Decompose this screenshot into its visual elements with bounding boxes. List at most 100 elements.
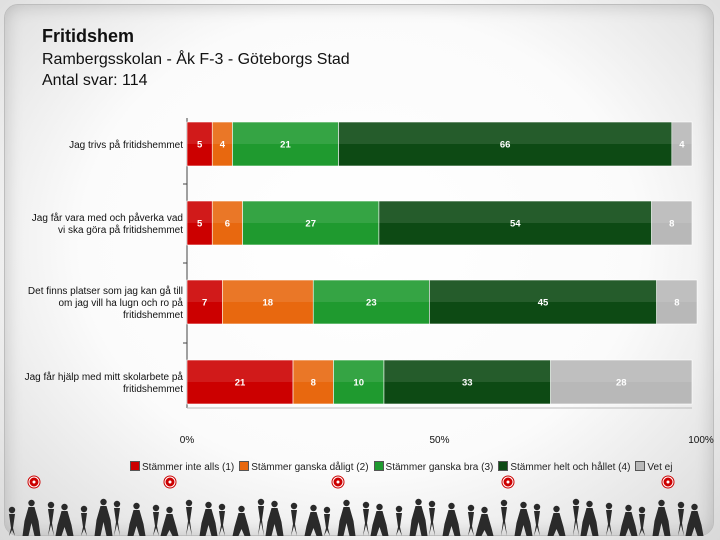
person-figure: [428, 500, 436, 536]
person-figure: [127, 502, 146, 536]
person-figure: [442, 502, 461, 536]
bar-segment-gloss: [429, 280, 657, 302]
bar-segment-rect: [550, 359, 693, 405]
person-figure: [232, 505, 251, 536]
bar-segment: 45: [429, 279, 657, 325]
legend-label: Vet ej: [647, 462, 673, 473]
person-figure: [55, 503, 74, 536]
bar-segment-gloss: [212, 122, 233, 144]
bar-segment-rect: [383, 359, 551, 405]
data-label: 7: [202, 298, 207, 309]
bar-segment: 5: [186, 121, 213, 167]
data-label: 8: [669, 219, 674, 230]
person-figure: [652, 499, 671, 536]
bar-segment-gloss: [187, 280, 223, 302]
data-label: 33: [462, 378, 473, 389]
bar-segment-gloss: [333, 360, 384, 382]
person-figure: [572, 498, 580, 536]
category-label: vi ska göra på fritidshemmet: [58, 224, 183, 236]
legend-label: Stämmer helt och hållet (4): [510, 462, 631, 473]
bar-segment: 18: [222, 279, 314, 325]
response-count: Antal svar: 114: [42, 72, 148, 89]
person-figure: [362, 501, 370, 536]
person-figure: [605, 502, 613, 536]
data-label: 21: [280, 140, 291, 151]
person-figure: [290, 502, 298, 536]
category-label: Jag får vara med och påverka vad: [32, 212, 183, 224]
data-label: 23: [366, 298, 377, 309]
target-icon: [331, 475, 345, 489]
chart-legend: Stämmer inte alls (1) Stämmer ganska dåli…: [130, 461, 715, 475]
data-label: 10: [353, 378, 364, 389]
person-figure: [580, 500, 599, 536]
legend-label: Stämmer ganska dåligt (2): [251, 462, 369, 473]
data-label: 45: [538, 298, 549, 309]
target-icon: [163, 475, 177, 489]
bar-segment-gloss: [338, 122, 672, 144]
bar-segment: 54: [378, 200, 652, 246]
legend-swatch: [239, 461, 250, 471]
x-tick-label: 50%: [429, 435, 449, 446]
person-figure: [395, 505, 403, 536]
bar-segment: 4: [211, 121, 233, 167]
category-label: Jag får hjälp med mitt skolarbete på: [25, 371, 184, 383]
person-figure: [47, 501, 55, 536]
data-label: 8: [311, 378, 316, 389]
bar-segment: 23: [312, 279, 430, 325]
legend-item: Stämmer inte alls (1): [130, 461, 234, 473]
bar-segment: 33: [383, 359, 551, 405]
person-figure: [185, 499, 193, 536]
person-figure: [533, 503, 541, 536]
person-figure: [160, 506, 179, 536]
x-tick-label: 100%: [688, 435, 714, 446]
person-figure: [199, 501, 218, 536]
legend-swatch: [130, 461, 140, 471]
bar-segment-rect: [186, 279, 223, 325]
legend-item: Vet ej: [635, 461, 672, 473]
person-figure: [500, 499, 508, 536]
bar-segment-rect: [232, 121, 339, 167]
data-label: 5: [197, 219, 203, 230]
bar-segment-gloss: [378, 201, 652, 223]
data-label: 66: [500, 140, 511, 151]
legend-label: Stämmer ganska bra (3): [385, 462, 494, 473]
target-icon: [27, 475, 41, 489]
bar-segment: 10: [333, 359, 385, 405]
bar-segment-rect: [378, 200, 652, 246]
person-figure: [514, 501, 533, 536]
category-label: Det finns platser som jag kan gå till: [28, 285, 183, 297]
person-figure: [547, 505, 566, 536]
bar-segment: 4: [671, 121, 693, 167]
data-label: 18: [263, 298, 274, 309]
data-label: 21: [235, 378, 246, 389]
person-figure: [265, 500, 284, 536]
person-figure: [467, 504, 475, 536]
legend-swatch: [635, 461, 646, 471]
person-figure: [638, 506, 646, 536]
bar-segment-gloss: [232, 122, 339, 144]
bar-segment-rect: [338, 121, 673, 167]
data-label: 6: [225, 219, 230, 230]
person-figure: [94, 498, 113, 536]
person-figure: [22, 499, 41, 536]
bar-segment: 8: [651, 200, 693, 246]
person-figure: [257, 498, 265, 536]
legend-item: Stämmer ganska dåligt (2): [239, 461, 369, 473]
person-figure: [80, 505, 88, 536]
bar-segment-gloss: [187, 360, 294, 382]
legend-item: Stämmer helt och hållet (4): [498, 461, 630, 473]
slide-frame: [4, 4, 714, 536]
target-icon: [661, 475, 675, 489]
data-label: 4: [679, 140, 685, 151]
bar-segment-rect: [222, 279, 314, 325]
page-title: Fritidshem: [42, 26, 135, 46]
data-label: 5: [197, 140, 203, 151]
category-label: Jag trivs på fritidshemmet: [69, 139, 183, 151]
data-label: 27: [305, 219, 316, 230]
bar-segment-rect: [429, 279, 657, 325]
people-silhouette-icon: [8, 475, 704, 536]
person-figure: [323, 506, 331, 536]
bar-segment: 7: [186, 279, 223, 325]
